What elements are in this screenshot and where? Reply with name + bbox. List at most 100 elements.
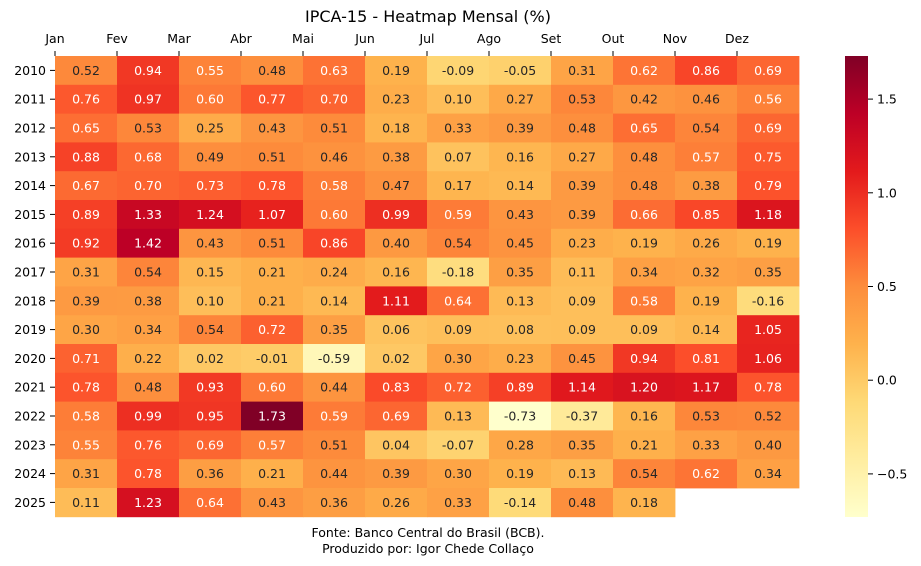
- heatmap-cell-label: 0.78: [754, 380, 782, 395]
- heatmap-cell: [55, 56, 118, 86]
- heatmap-cell-label: 0.30: [444, 466, 472, 481]
- heatmap-cell-label: 0.70: [134, 178, 162, 193]
- heatmap-cell-label: 0.35: [568, 437, 596, 452]
- y-tick-label: 2022: [14, 409, 46, 424]
- heatmap-cell-label: 0.16: [382, 265, 410, 280]
- heatmap-cell-label: 0.51: [258, 149, 286, 164]
- heatmap-cell: [489, 459, 552, 489]
- heatmap-cell: [427, 142, 490, 172]
- heatmap-cell: [737, 459, 800, 489]
- heatmap-cell: [365, 459, 428, 489]
- heatmap-cell-label: 0.26: [692, 236, 720, 251]
- heatmap-cell-label: 0.99: [382, 207, 410, 222]
- heatmap-cell-label: 0.94: [134, 63, 162, 78]
- y-tick-label: 2010: [14, 63, 46, 78]
- heatmap-cell: [613, 401, 676, 431]
- heatmap-cell: [365, 84, 428, 114]
- footer-source: Fonte: Banco Central do Brasil (BCB).: [311, 525, 545, 540]
- heatmap-cell-label: 0.19: [506, 466, 534, 481]
- y-tick-label: 2017: [14, 265, 46, 280]
- heatmap-cell-label: 0.44: [320, 380, 348, 395]
- heatmap-cell: [675, 84, 738, 114]
- heatmap-cells: [55, 56, 800, 518]
- heatmap-cell: [489, 315, 552, 345]
- heatmap-cell-label: 0.33: [692, 437, 720, 452]
- heatmap-cell-label: 0.69: [754, 63, 782, 78]
- heatmap-cell: [303, 113, 366, 143]
- heatmap-cell: [55, 228, 118, 258]
- heatmap-cell: [427, 488, 490, 518]
- heatmap-cell-label: 0.43: [196, 236, 224, 251]
- heatmap-cell: [55, 257, 118, 287]
- heatmap-cell: [303, 315, 366, 345]
- heatmap-cell: [551, 257, 614, 287]
- heatmap-cell: [179, 171, 242, 201]
- heatmap-cell: [55, 286, 118, 316]
- heatmap-cell-label: 0.26: [382, 495, 410, 510]
- heatmap-cell: [303, 257, 366, 287]
- heatmap-cell: [241, 401, 304, 431]
- heatmap-cell: [55, 459, 118, 489]
- x-tick-label: Dez: [725, 31, 749, 46]
- heatmap-cell-label: -0.18: [442, 265, 474, 280]
- heatmap-cell: [241, 113, 304, 143]
- heatmap-cell-label: 0.27: [506, 92, 534, 107]
- heatmap-cell-label: 0.32: [692, 265, 720, 280]
- heatmap-cell: [551, 84, 614, 114]
- heatmap-cell-label: 1.11: [382, 293, 410, 308]
- heatmap-cell: [737, 344, 800, 374]
- heatmap-cell-label: 1.17: [692, 380, 720, 395]
- heatmap-cell: [737, 372, 800, 402]
- heatmap-cell: [55, 200, 118, 230]
- heatmap-cell-label: 0.99: [134, 409, 162, 424]
- heatmap-cell: [737, 257, 800, 287]
- heatmap-cell-label: 0.30: [444, 351, 472, 366]
- heatmap-cell-label: 0.39: [72, 293, 100, 308]
- heatmap-cell: [737, 401, 800, 431]
- heatmap-cell: [613, 488, 676, 518]
- heatmap-cell: [613, 84, 676, 114]
- heatmap-cell-label: 0.67: [72, 178, 100, 193]
- heatmap-cell: [675, 142, 738, 172]
- heatmap-cell-label: 1.14: [568, 380, 596, 395]
- heatmap-cell: [675, 113, 738, 143]
- heatmap-cell: [179, 344, 242, 374]
- heatmap-cell: [675, 372, 738, 402]
- heatmap-cell-label: 0.04: [382, 437, 410, 452]
- heatmap-cell-label: 0.83: [382, 380, 410, 395]
- heatmap-cell: [303, 171, 366, 201]
- heatmap-cell: [117, 84, 180, 114]
- heatmap-cell: [427, 344, 490, 374]
- heatmap-cell: [737, 430, 800, 460]
- y-tick-label: 2011: [14, 92, 46, 107]
- heatmap-cell-label: -0.14: [504, 495, 536, 510]
- heatmap-cell-label: 0.60: [258, 380, 286, 395]
- heatmap-cell: [55, 430, 118, 460]
- heatmap-cell: [489, 488, 552, 518]
- heatmap-cell: [365, 430, 428, 460]
- heatmap-cell: [489, 344, 552, 374]
- heatmap-cell: [365, 113, 428, 143]
- heatmap-cell: [551, 142, 614, 172]
- heatmap-cell: [737, 228, 800, 258]
- heatmap-cell: [489, 257, 552, 287]
- x-tick-label: Abr: [230, 31, 252, 46]
- heatmap-cell: [365, 56, 428, 86]
- heatmap-cell: [675, 344, 738, 374]
- heatmap-cell-label: 0.07: [444, 149, 472, 164]
- heatmap-cell-label: 0.45: [506, 236, 534, 251]
- heatmap-cell: [489, 228, 552, 258]
- x-tick-label: Set: [541, 31, 562, 46]
- heatmap-cell: [365, 344, 428, 374]
- y-tick-label: 2020: [14, 351, 46, 366]
- heatmap-cell: [179, 315, 242, 345]
- heatmap-cell-label: 0.33: [444, 121, 472, 136]
- heatmap-cell-label: 0.58: [320, 178, 348, 193]
- heatmap-cell-label: 1.20: [630, 380, 658, 395]
- heatmap-cell-label: 0.62: [692, 466, 720, 481]
- heatmap-cell-label: 0.21: [258, 293, 286, 308]
- heatmap-cell-label: 0.88: [72, 149, 100, 164]
- heatmap-cell: [179, 430, 242, 460]
- heatmap-cell: [613, 142, 676, 172]
